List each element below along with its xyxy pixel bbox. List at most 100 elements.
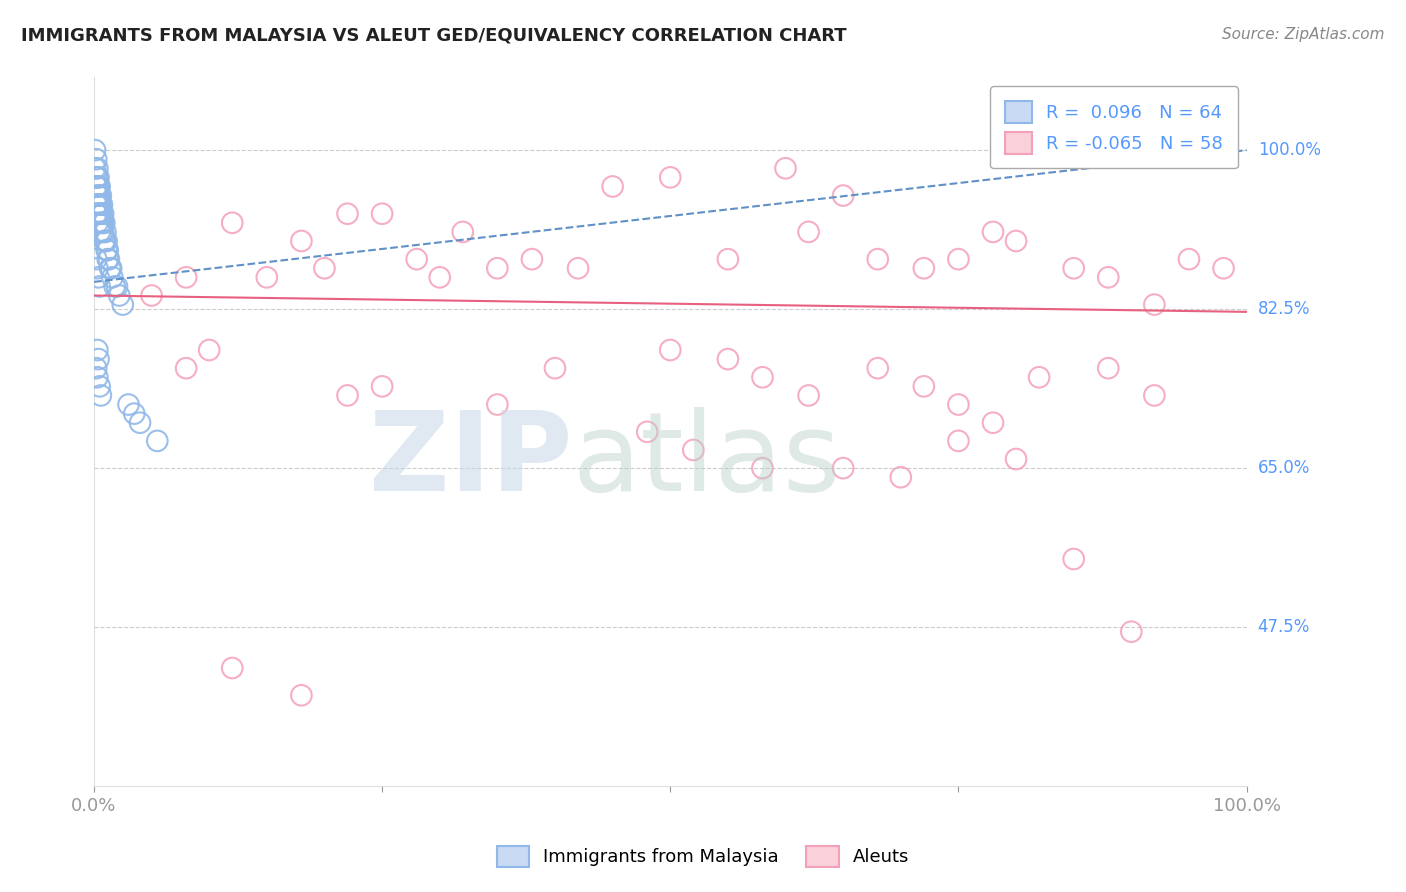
Point bbox=[797, 388, 820, 402]
Point bbox=[336, 388, 359, 402]
Point bbox=[86, 161, 108, 176]
Text: 65.0%: 65.0% bbox=[1258, 459, 1310, 477]
Point bbox=[90, 188, 112, 202]
Legend: R =  0.096   N = 64, R = -0.065   N = 58: R = 0.096 N = 64, R = -0.065 N = 58 bbox=[990, 87, 1237, 169]
Point bbox=[105, 279, 128, 293]
Point bbox=[96, 243, 118, 257]
Point bbox=[86, 261, 108, 276]
Point bbox=[100, 261, 122, 276]
Point bbox=[544, 361, 567, 376]
Point bbox=[87, 207, 110, 221]
Point bbox=[290, 688, 312, 702]
Point bbox=[84, 179, 107, 194]
Point bbox=[111, 297, 134, 311]
Point bbox=[797, 225, 820, 239]
Point bbox=[948, 398, 970, 412]
Point bbox=[94, 225, 117, 239]
Point bbox=[89, 188, 111, 202]
Point bbox=[84, 361, 107, 376]
Point bbox=[96, 234, 118, 248]
Point bbox=[97, 252, 120, 267]
Point bbox=[751, 370, 773, 384]
Text: IMMIGRANTS FROM MALAYSIA VS ALEUT GED/EQUIVALENCY CORRELATION CHART: IMMIGRANTS FROM MALAYSIA VS ALEUT GED/EQ… bbox=[21, 27, 846, 45]
Point bbox=[108, 288, 131, 302]
Text: ZIP: ZIP bbox=[368, 407, 572, 514]
Point bbox=[832, 461, 855, 475]
Point bbox=[912, 379, 935, 393]
Point bbox=[86, 370, 108, 384]
Point bbox=[87, 352, 110, 367]
Point bbox=[1143, 297, 1166, 311]
Text: 47.5%: 47.5% bbox=[1258, 618, 1310, 636]
Point bbox=[1212, 261, 1234, 276]
Point bbox=[84, 207, 107, 221]
Point bbox=[659, 170, 682, 185]
Point bbox=[129, 416, 152, 430]
Point bbox=[659, 343, 682, 357]
Point bbox=[101, 270, 124, 285]
Point bbox=[141, 288, 163, 302]
Point bbox=[104, 279, 127, 293]
Point bbox=[1005, 234, 1028, 248]
Point bbox=[451, 225, 474, 239]
Point bbox=[84, 197, 107, 211]
Legend: Immigrants from Malaysia, Aleuts: Immigrants from Malaysia, Aleuts bbox=[489, 838, 917, 874]
Point bbox=[751, 461, 773, 475]
Point bbox=[91, 225, 114, 239]
Point bbox=[86, 179, 108, 194]
Point bbox=[1178, 252, 1201, 267]
Point bbox=[97, 252, 120, 267]
Point bbox=[87, 179, 110, 194]
Point bbox=[1097, 270, 1119, 285]
Point bbox=[1097, 361, 1119, 376]
Point bbox=[1005, 452, 1028, 467]
Point bbox=[89, 179, 111, 194]
Point bbox=[948, 434, 970, 448]
Point bbox=[174, 270, 197, 285]
Point bbox=[90, 207, 112, 221]
Point bbox=[89, 279, 111, 293]
Point bbox=[86, 343, 108, 357]
Point bbox=[832, 188, 855, 202]
Point bbox=[84, 161, 107, 176]
Point bbox=[89, 197, 111, 211]
Point bbox=[87, 170, 110, 185]
Point bbox=[84, 143, 107, 157]
Point bbox=[520, 252, 543, 267]
Point bbox=[93, 216, 115, 230]
Point bbox=[97, 243, 120, 257]
Point bbox=[87, 270, 110, 285]
Point bbox=[602, 179, 624, 194]
Text: 82.5%: 82.5% bbox=[1258, 300, 1310, 318]
Point bbox=[86, 170, 108, 185]
Point bbox=[221, 661, 243, 675]
Point bbox=[636, 425, 658, 439]
Point bbox=[717, 352, 740, 367]
Point bbox=[91, 225, 114, 239]
Point bbox=[486, 261, 509, 276]
Point bbox=[91, 207, 114, 221]
Point bbox=[221, 216, 243, 230]
Point bbox=[87, 188, 110, 202]
Point bbox=[90, 388, 112, 402]
Point bbox=[84, 152, 107, 166]
Point bbox=[314, 261, 336, 276]
Point bbox=[117, 398, 139, 412]
Point bbox=[371, 207, 394, 221]
Point bbox=[91, 207, 114, 221]
Point bbox=[86, 216, 108, 230]
Point bbox=[146, 434, 169, 448]
Point bbox=[981, 416, 1004, 430]
Point bbox=[1063, 261, 1085, 276]
Point bbox=[866, 361, 889, 376]
Text: 100.0%: 100.0% bbox=[1258, 141, 1320, 159]
Point bbox=[90, 216, 112, 230]
Point bbox=[682, 442, 704, 457]
Point bbox=[866, 252, 889, 267]
Point bbox=[98, 261, 121, 276]
Point bbox=[90, 197, 112, 211]
Point bbox=[948, 252, 970, 267]
Point bbox=[981, 225, 1004, 239]
Point bbox=[91, 216, 114, 230]
Point bbox=[86, 197, 108, 211]
